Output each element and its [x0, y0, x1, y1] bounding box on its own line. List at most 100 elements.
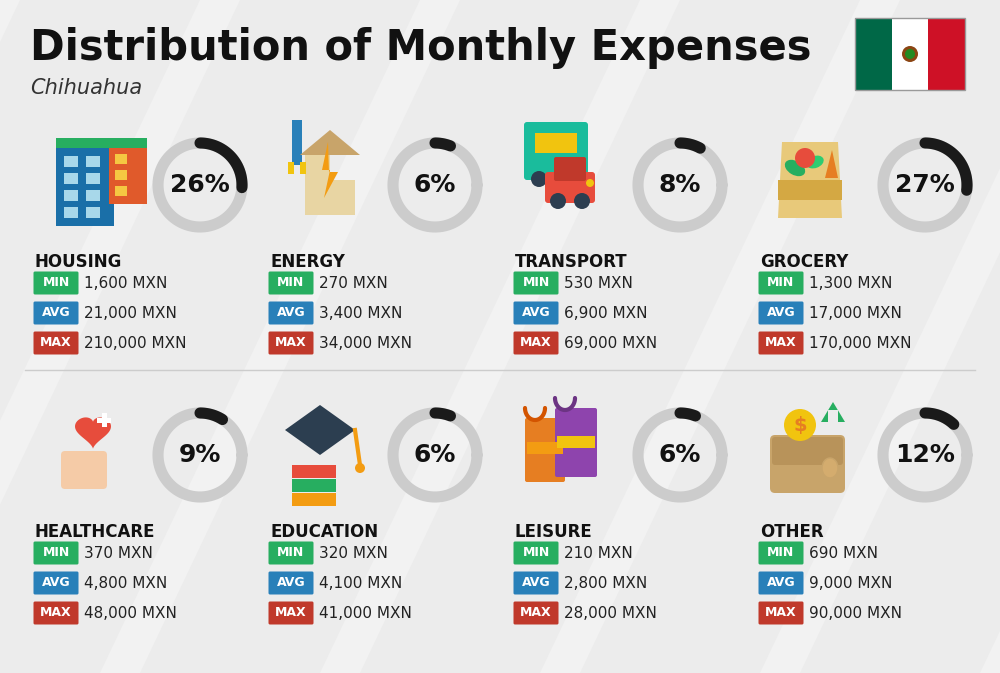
- FancyBboxPatch shape: [268, 271, 314, 295]
- Text: $: $: [793, 415, 807, 435]
- FancyBboxPatch shape: [115, 170, 127, 180]
- Text: 17,000 MXN: 17,000 MXN: [809, 306, 902, 320]
- Polygon shape: [821, 402, 845, 422]
- Text: GROCERY: GROCERY: [760, 253, 848, 271]
- FancyBboxPatch shape: [64, 190, 78, 201]
- Text: EDUCATION: EDUCATION: [270, 523, 378, 541]
- FancyBboxPatch shape: [34, 271, 78, 295]
- Text: LEISURE: LEISURE: [515, 523, 593, 541]
- Polygon shape: [800, 0, 1000, 673]
- Polygon shape: [300, 130, 360, 155]
- Text: 1,300 MXN: 1,300 MXN: [809, 275, 892, 291]
- Text: AVG: AVG: [767, 306, 795, 320]
- Text: 4,100 MXN: 4,100 MXN: [319, 575, 402, 590]
- FancyBboxPatch shape: [292, 479, 336, 492]
- FancyBboxPatch shape: [759, 602, 804, 625]
- Text: AVG: AVG: [42, 306, 70, 320]
- FancyBboxPatch shape: [268, 542, 314, 565]
- Text: 6,900 MXN: 6,900 MXN: [564, 306, 648, 320]
- Text: MIN: MIN: [767, 546, 795, 559]
- Text: AVG: AVG: [277, 306, 305, 320]
- Text: Chihuahua: Chihuahua: [30, 78, 142, 98]
- FancyBboxPatch shape: [292, 465, 336, 478]
- FancyBboxPatch shape: [86, 190, 100, 201]
- FancyBboxPatch shape: [292, 120, 302, 165]
- Text: HEALTHCARE: HEALTHCARE: [35, 523, 156, 541]
- FancyBboxPatch shape: [34, 602, 78, 625]
- Ellipse shape: [806, 155, 824, 168]
- FancyBboxPatch shape: [268, 332, 314, 355]
- FancyBboxPatch shape: [928, 18, 965, 90]
- Text: 26%: 26%: [170, 173, 230, 197]
- Text: 9%: 9%: [179, 443, 221, 467]
- Text: MAX: MAX: [765, 606, 797, 620]
- Text: HOUSING: HOUSING: [35, 253, 122, 271]
- Text: 6%: 6%: [414, 443, 456, 467]
- Text: 170,000 MXN: 170,000 MXN: [809, 336, 912, 351]
- FancyBboxPatch shape: [759, 542, 804, 565]
- FancyBboxPatch shape: [268, 571, 314, 594]
- Text: 1,600 MXN: 1,600 MXN: [84, 275, 167, 291]
- FancyBboxPatch shape: [759, 271, 804, 295]
- Text: 3,400 MXN: 3,400 MXN: [319, 306, 402, 320]
- Polygon shape: [285, 405, 355, 455]
- FancyBboxPatch shape: [34, 571, 78, 594]
- FancyBboxPatch shape: [109, 146, 147, 204]
- FancyBboxPatch shape: [64, 173, 78, 184]
- FancyBboxPatch shape: [300, 162, 306, 174]
- Text: 270 MXN: 270 MXN: [319, 275, 388, 291]
- FancyBboxPatch shape: [288, 162, 294, 174]
- Circle shape: [784, 409, 816, 441]
- FancyBboxPatch shape: [514, 271, 558, 295]
- Text: 320 MXN: 320 MXN: [319, 546, 388, 561]
- Text: AVG: AVG: [522, 306, 550, 320]
- FancyBboxPatch shape: [115, 186, 127, 196]
- Text: 9,000 MXN: 9,000 MXN: [809, 575, 892, 590]
- Polygon shape: [305, 155, 355, 215]
- FancyBboxPatch shape: [115, 154, 127, 164]
- FancyBboxPatch shape: [545, 172, 595, 203]
- Text: AVG: AVG: [42, 577, 70, 590]
- Polygon shape: [360, 0, 860, 673]
- FancyBboxPatch shape: [86, 207, 100, 218]
- Text: 530 MXN: 530 MXN: [564, 275, 633, 291]
- Text: 41,000 MXN: 41,000 MXN: [319, 606, 412, 621]
- FancyBboxPatch shape: [557, 436, 595, 448]
- Text: AVG: AVG: [767, 577, 795, 590]
- Text: MIN: MIN: [42, 277, 70, 289]
- Polygon shape: [825, 150, 838, 178]
- Text: MIN: MIN: [277, 277, 305, 289]
- FancyBboxPatch shape: [64, 156, 78, 167]
- Text: MAX: MAX: [40, 606, 72, 620]
- Text: AVG: AVG: [277, 577, 305, 590]
- FancyBboxPatch shape: [535, 133, 577, 153]
- Text: MAX: MAX: [520, 606, 552, 620]
- Text: MAX: MAX: [40, 336, 72, 349]
- FancyBboxPatch shape: [34, 332, 78, 355]
- FancyBboxPatch shape: [61, 451, 107, 489]
- FancyBboxPatch shape: [892, 18, 928, 90]
- FancyBboxPatch shape: [514, 571, 558, 594]
- Text: MIN: MIN: [522, 546, 550, 559]
- Text: 21,000 MXN: 21,000 MXN: [84, 306, 177, 320]
- Text: AVG: AVG: [522, 577, 550, 590]
- Circle shape: [905, 49, 915, 59]
- Circle shape: [531, 171, 547, 187]
- FancyBboxPatch shape: [292, 493, 336, 506]
- FancyBboxPatch shape: [855, 18, 892, 90]
- Circle shape: [902, 46, 918, 62]
- Text: Distribution of Monthly Expenses: Distribution of Monthly Expenses: [30, 27, 812, 69]
- Text: MIN: MIN: [767, 277, 795, 289]
- FancyBboxPatch shape: [102, 413, 107, 427]
- FancyBboxPatch shape: [97, 418, 111, 423]
- FancyBboxPatch shape: [86, 173, 100, 184]
- FancyBboxPatch shape: [514, 542, 558, 565]
- Text: 370 MXN: 370 MXN: [84, 546, 153, 561]
- Text: ENERGY: ENERGY: [270, 253, 345, 271]
- Text: 69,000 MXN: 69,000 MXN: [564, 336, 657, 351]
- FancyBboxPatch shape: [514, 602, 558, 625]
- FancyBboxPatch shape: [554, 157, 586, 181]
- FancyBboxPatch shape: [525, 418, 565, 482]
- Text: 210,000 MXN: 210,000 MXN: [84, 336, 186, 351]
- FancyBboxPatch shape: [555, 408, 597, 477]
